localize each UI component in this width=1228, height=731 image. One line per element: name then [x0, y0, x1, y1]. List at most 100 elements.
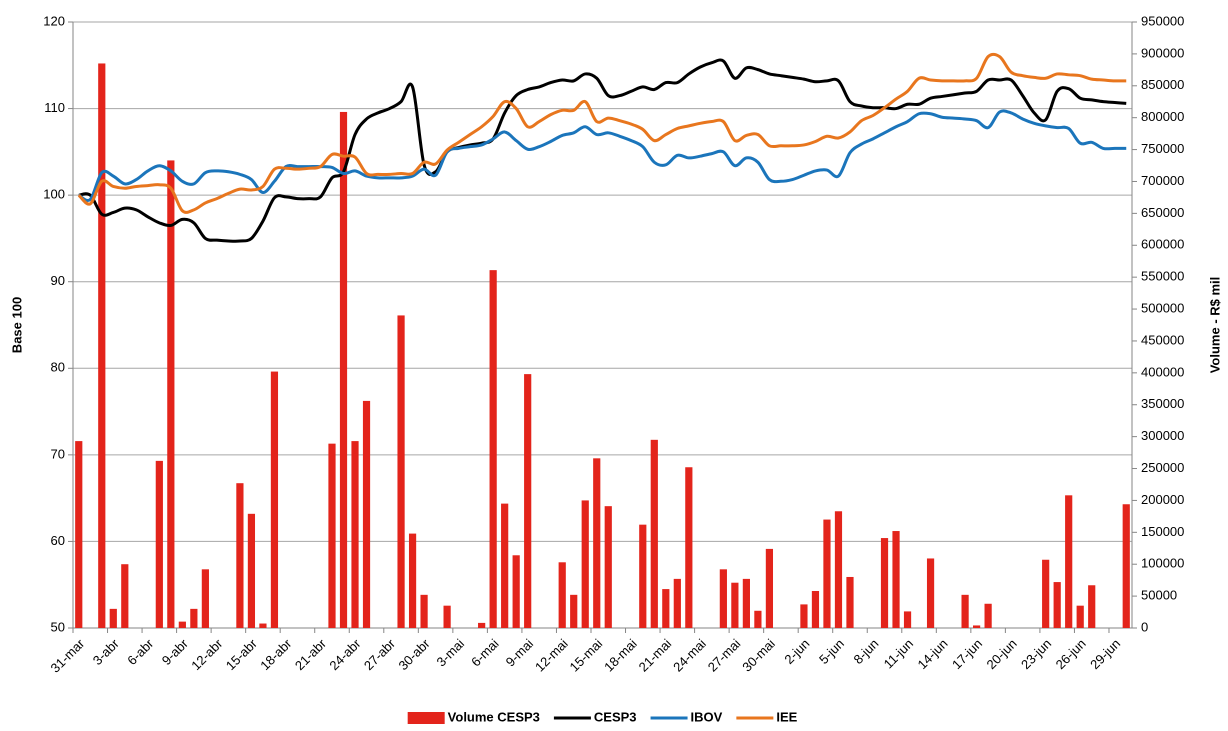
x-tick-label: 3-abr: [90, 635, 123, 668]
bar: [570, 594, 578, 628]
x-tick-label: 27-mai: [705, 636, 744, 675]
bar: [109, 608, 117, 628]
y2-tick-label: 800000: [1141, 109, 1184, 124]
y-tick-label: 120: [43, 13, 65, 28]
bar: [823, 519, 831, 628]
y-tick-label: 70: [51, 446, 65, 461]
bar: [719, 569, 727, 628]
legend-label: IEE: [776, 709, 797, 724]
x-tick-label: 11-jun: [881, 636, 916, 671]
x-tick-label: 26-jun: [1053, 636, 1089, 672]
bar: [811, 591, 820, 628]
bar: [558, 562, 566, 628]
bar: [1053, 582, 1061, 628]
bar: [512, 555, 520, 628]
bar: [903, 611, 912, 628]
bar: [880, 538, 889, 628]
x-tick-label: 6-abr: [124, 635, 157, 668]
x-tick-label: 23-jun: [1018, 636, 1054, 672]
bar: [443, 605, 451, 628]
line: [78, 58, 1127, 243]
y2-tick-label: 750000: [1141, 141, 1184, 156]
bar: [754, 610, 762, 628]
bar: [339, 111, 348, 628]
bar: [270, 371, 279, 628]
bar: [155, 460, 163, 628]
bar: [489, 270, 497, 628]
line: [77, 52, 1127, 214]
x-tick-label: 12-abr: [188, 635, 226, 673]
y2-axis-title: Volume - R$ mil: [1207, 277, 1222, 374]
bar: [201, 569, 209, 628]
y2-tick-label: 350000: [1141, 396, 1184, 411]
bar: [892, 531, 900, 628]
y2-tick-label: 300000: [1141, 428, 1184, 443]
bar: [259, 623, 267, 628]
bar: [397, 315, 405, 628]
x-tick-label: 6-mai: [468, 636, 502, 670]
x-tick-label: 21-abr: [292, 635, 330, 673]
y2-tick-label: 500000: [1141, 300, 1184, 315]
x-tick-label: 3-mai: [434, 636, 468, 670]
bar: [1122, 504, 1130, 628]
x-tick-label: 20-jun: [984, 636, 1020, 672]
x-tick-label: 2-jun: [781, 636, 812, 667]
bar: [1042, 559, 1050, 628]
legend-label: IBOV: [691, 709, 723, 724]
x-tick-label: 31-mar: [48, 635, 88, 675]
bar: [1088, 585, 1096, 628]
bar: [478, 622, 486, 628]
bar: [639, 524, 647, 628]
x-tick-label: 14-jun: [914, 636, 950, 672]
y-axis-title: Base 100: [9, 297, 24, 353]
line: [77, 109, 1127, 202]
bar: [75, 441, 83, 628]
bar: [420, 594, 428, 628]
x-tick-label: 5-jun: [816, 636, 847, 667]
bar: [121, 564, 129, 628]
bar: [731, 582, 739, 628]
bar: [662, 589, 670, 628]
y2-tick-label: 200000: [1141, 492, 1184, 507]
y-tick-label: 60: [51, 533, 65, 548]
y-tick-label: 110: [44, 100, 65, 115]
y2-tick-label: 950000: [1141, 13, 1184, 28]
x-tick-label: 8-jun: [851, 636, 882, 667]
bar: [1076, 605, 1084, 628]
y2-tick-label: 250000: [1141, 460, 1184, 475]
x-tick-label: 30-abr: [395, 635, 433, 673]
bar: [328, 443, 336, 628]
y2-tick-label: 450000: [1141, 332, 1184, 347]
x-tick-label: 24-mai: [670, 636, 709, 675]
bar: [742, 578, 750, 628]
y2-tick-label: 100000: [1141, 556, 1184, 571]
bar: [961, 594, 969, 628]
y2-tick-label: 400000: [1141, 364, 1184, 379]
bar: [178, 621, 186, 628]
bar: [236, 483, 244, 628]
y2-tick-label: 150000: [1141, 524, 1184, 539]
bar: [973, 625, 981, 628]
x-tick-label: 15-mai: [567, 636, 606, 675]
bar: [524, 374, 532, 628]
y2-tick-label: 0: [1141, 619, 1148, 634]
bar: [167, 160, 175, 628]
y2-tick-label: 550000: [1141, 269, 1184, 284]
bar: [984, 603, 992, 628]
bar: [408, 533, 417, 628]
bar: [834, 511, 843, 628]
x-tick-label: 29-jun: [1087, 636, 1123, 672]
bar: [351, 441, 359, 628]
x-tick-label: 9-abr: [159, 635, 192, 668]
x-tick-label: 27-abr: [361, 635, 399, 673]
x-tick-label: 24-abr: [326, 635, 364, 673]
bar: [98, 63, 106, 629]
bar: [593, 458, 601, 628]
x-tick-label: 15-abr: [223, 635, 261, 673]
x-tick-label: 12-mai: [532, 636, 571, 675]
x-tick-label: 21-mai: [636, 636, 675, 675]
x-tick-label: 17-jun: [949, 636, 985, 672]
bar: [247, 513, 256, 628]
bar: [190, 608, 198, 628]
